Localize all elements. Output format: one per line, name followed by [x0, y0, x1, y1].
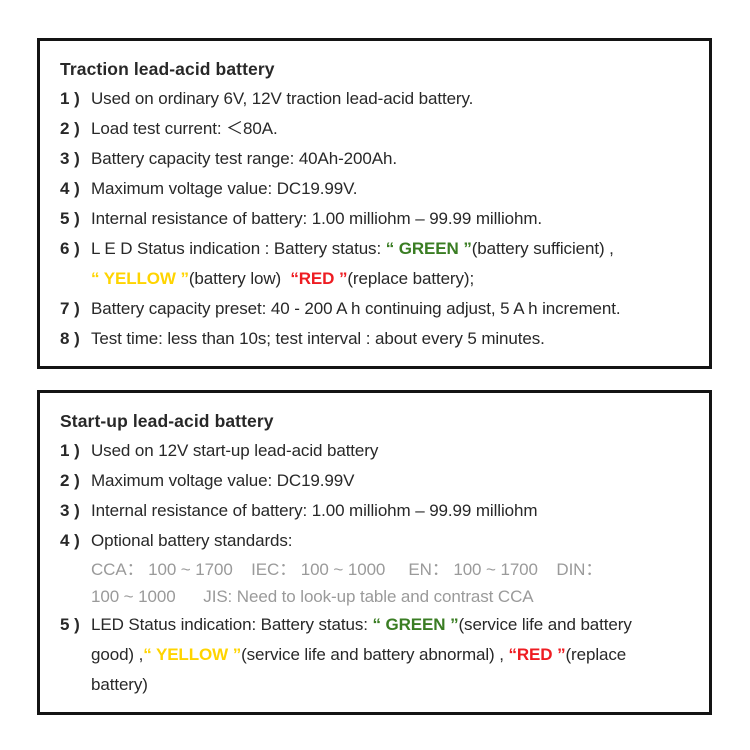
- text-segment: (service life and battery: [458, 615, 632, 634]
- item-text: Battery capacity test range: 40Ah-200Ah.: [91, 149, 397, 168]
- item-text: Test time: less than 10s; test interval …: [91, 329, 545, 348]
- text-segment: (service life and battery abnormal) ,: [241, 645, 509, 664]
- item-text: Internal resistance of battery: 1.00 mil…: [91, 501, 538, 520]
- yellow-status-label: “ YELLOW ”: [143, 645, 242, 664]
- list-item: 3 ) Internal resistance of battery: 1.00…: [60, 496, 701, 526]
- traction-battery-panel: Traction lead-acid battery 1 ) Used on o…: [37, 38, 712, 369]
- list-item: 2 ) Load test current: ＜80A.: [60, 114, 701, 144]
- list-item: 1 ) Used on ordinary 6V, 12V traction le…: [60, 84, 701, 114]
- text-segment: (replace: [565, 645, 627, 664]
- list-item: 8 ) Test time: less than 10s; test inter…: [60, 324, 701, 354]
- item-number: 5 ): [60, 209, 80, 228]
- list-item-led-status: 6 ) L E D Status indication : Battery st…: [60, 234, 701, 294]
- item-text: Load test current: ＜80A.: [91, 119, 278, 138]
- item-number: 2 ): [60, 471, 80, 490]
- text-segment: good) ,: [91, 645, 144, 664]
- standards-values-line2: 100 ~ 1000 JIS: Need to look-up table an…: [91, 587, 534, 606]
- standards-values-line1: CCA： 100 ~ 1700 IEC： 100 ~ 1000 EN： 100 …: [91, 560, 603, 579]
- item-number: 6 ): [60, 239, 80, 258]
- text-segment: battery): [91, 675, 148, 694]
- item-number: 7 ): [60, 299, 80, 318]
- item-text: Maximum voltage value: DC19.99V: [91, 471, 355, 490]
- text-segment: (battery sufficient) ,: [471, 239, 614, 258]
- item-number: 3 ): [60, 501, 80, 520]
- item-number: 3 ): [60, 149, 80, 168]
- item-text: battery): [91, 670, 701, 700]
- startup-battery-panel: Start-up lead-acid battery 1 ) Used on 1…: [37, 390, 712, 715]
- item-text: L E D Status indication : Battery status…: [91, 234, 701, 264]
- list-item: 2 ) Maximum voltage value: DC19.99V: [60, 466, 701, 496]
- red-status-label: “RED ”: [508, 645, 566, 664]
- text-segment: LED Status indication: Battery status:: [91, 615, 373, 634]
- list-item: 7 ) Battery capacity preset: 40 - 200 A …: [60, 294, 701, 324]
- item-text: Maximum voltage value: DC19.99V.: [91, 179, 358, 198]
- item-number: 4 ): [60, 531, 80, 550]
- item-text: LED Status indication: Battery status: “…: [91, 610, 701, 640]
- text-segment: (battery low): [188, 269, 291, 288]
- item-number: 2 ): [60, 119, 80, 138]
- item-text: Internal resistance of battery: 1.00 mil…: [91, 209, 543, 228]
- list-item: 4 ) Maximum voltage value: DC19.99V.: [60, 174, 701, 204]
- green-status-label: “ GREEN ”: [385, 239, 472, 258]
- yellow-status-label: “ YELLOW ”: [91, 269, 189, 288]
- item-text: Used on 12V start-up lead-acid battery: [91, 441, 379, 460]
- text-segment: (replace battery);: [347, 269, 475, 288]
- item-text: “ YELLOW ”(battery low) “RED ”(replace b…: [91, 264, 701, 294]
- panel-title-traction: Traction lead-acid battery: [60, 59, 275, 79]
- item-number: 4 ): [60, 179, 80, 198]
- item-text: good) ,“ YELLOW ”(service life and batte…: [91, 640, 701, 670]
- item-number: 1 ): [60, 89, 80, 108]
- text-segment: L E D Status indication : Battery status…: [91, 239, 386, 258]
- item-text: Used on ordinary 6V, 12V traction lead-a…: [91, 89, 474, 108]
- item-number: 5 ): [60, 615, 80, 634]
- green-status-label: “ GREEN ”: [372, 615, 459, 634]
- list-item: 3 ) Battery capacity test range: 40Ah-20…: [60, 144, 701, 174]
- item-number: 1 ): [60, 441, 80, 460]
- item-text: Optional battery standards:: [91, 531, 293, 550]
- red-status-label: “RED ”: [290, 269, 348, 288]
- item-number: 8 ): [60, 329, 80, 348]
- list-item-battery-standards: 4 ) Optional battery standards: CCA： 100 …: [60, 526, 701, 610]
- item-text: Battery capacity preset: 40 - 200 A h co…: [91, 299, 621, 318]
- list-item: 5 ) Internal resistance of battery: 1.00…: [60, 204, 701, 234]
- list-item: 1 ) Used on 12V start-up lead-acid batte…: [60, 436, 701, 466]
- list-item-led-status: 5 ) LED Status indication: Battery statu…: [60, 610, 701, 700]
- panel-title-startup: Start-up lead-acid battery: [60, 411, 274, 431]
